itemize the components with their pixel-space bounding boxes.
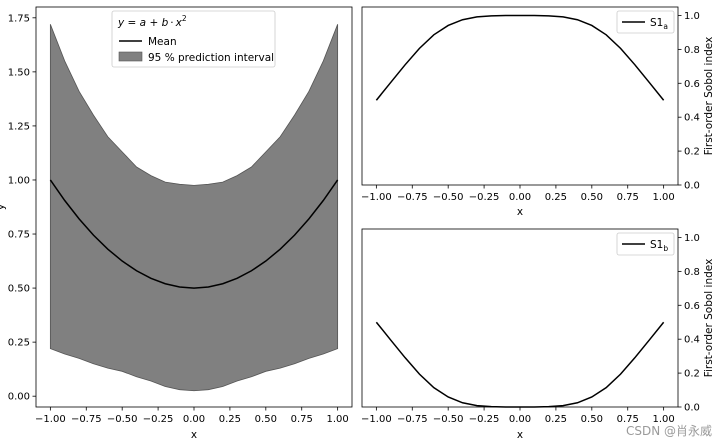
- top-right-y-tick-label: 0.8: [684, 45, 700, 56]
- bottom-right-x-tick-label: 0.50: [581, 414, 603, 425]
- left-y-axis-label: y: [0, 204, 7, 210]
- left-chart: −1.00 −0.75 −0.50 −0.25 0.00 0.25 0.50 0.75 1.00…: [0, 6, 353, 441]
- left-x-tick-label: 0.75: [291, 414, 313, 425]
- top-right-x-tick-label: −0.50: [433, 192, 464, 203]
- left-x-tick-label: 1.00: [327, 414, 349, 425]
- top-right-y-tick-label: 0.0: [684, 181, 700, 192]
- bottom-right-x-tick-label: 0.25: [545, 414, 567, 425]
- left-y-tick-label: 0.00: [8, 392, 30, 403]
- bottom-right-chart: −1.00 −0.75 −0.50 −0.25 0.00 0.25 0.50 0.75 1.00…: [361, 228, 715, 441]
- top-right-y-ticks: 0.0 0.2 0.4 0.6 0.8 1.0: [678, 11, 700, 192]
- top-right-chart: −1.00 −0.75 −0.50 −0.25 0.00 0.25 0.50 0.75 1.00…: [361, 6, 715, 218]
- bottom-right-legend: S1b: [616, 232, 675, 256]
- left-legend-title-exp: 2: [182, 14, 187, 23]
- top-right-legend-label: S1a: [650, 17, 668, 31]
- left-prediction-band: [49, 24, 339, 392]
- bottom-right-y-tick-label: 1.0: [684, 233, 700, 244]
- top-right-plot-area: [375, 14, 665, 101]
- left-series-line-0: [49, 179, 339, 289]
- top-right-series-line-0: [375, 14, 665, 101]
- left-legend-title-lhs: y = a + b: [117, 17, 169, 29]
- left-legend-interval-swatch: [118, 51, 143, 62]
- top-right-x-tick-label: 1.00: [653, 192, 675, 203]
- left-y-tick-label: 1.00: [8, 175, 30, 186]
- bottom-right-x-tick-label: 1.00: [653, 414, 675, 425]
- watermark: CSDN @肖永威: [626, 424, 712, 438]
- bottom-right-y-tick-label: 0.8: [684, 267, 700, 278]
- top-right-y-tick-label: 1.0: [684, 11, 700, 22]
- bottom-right-x-axis-label: x: [517, 429, 523, 441]
- bottom-right-legend-box: [616, 232, 675, 256]
- top-right-x-tick-label: −0.75: [397, 192, 428, 203]
- left-y-tick-label: 1.25: [8, 121, 30, 132]
- top-right-y-tick-label: 0.4: [684, 113, 700, 124]
- bottom-right-x-tick-label: 0.00: [509, 414, 531, 425]
- left-x-axis-label: x: [191, 429, 197, 441]
- bottom-right-legend-base: S1: [650, 239, 663, 251]
- bottom-right-legend-sub: b: [663, 244, 668, 253]
- left-legend-mean-label: Mean: [148, 36, 177, 48]
- left-y-tick-label: 1.75: [8, 13, 30, 24]
- top-right-legend: S1a: [616, 10, 675, 34]
- bottom-right-y-tick-label: 0.2: [684, 369, 700, 380]
- left-y-ticks: 0.00 0.25 0.50 0.75 1.00 1.25 1.50 1.75: [8, 13, 36, 403]
- bottom-right-x-tick-label: −0.25: [469, 414, 500, 425]
- left-x-tick-label: −0.50: [107, 414, 138, 425]
- left-legend: y = a + b · x2 Mean 95 % prediction interv…: [111, 10, 276, 68]
- bottom-right-y-axis-label: First-order Sobol index: [703, 259, 715, 378]
- left-legend-title: y = a + b · x2: [117, 14, 187, 29]
- left-x-tick-label: −0.25: [143, 414, 174, 425]
- left-legend-box: [111, 10, 276, 68]
- top-right-x-tick-label: 0.00: [509, 192, 531, 203]
- bottom-right-x-ticks: −1.00 −0.75 −0.50 −0.25 0.00 0.25 0.50 0.75 1.00: [361, 407, 675, 425]
- top-right-x-tick-label: −1.00: [361, 192, 392, 203]
- left-x-ticks: −1.00 −0.75 −0.50 −0.25 0.00 0.25 0.50 0.75 1.00: [35, 407, 349, 425]
- top-right-legend-base: S1: [650, 17, 663, 29]
- left-legend-interval-label: 95 % prediction interval: [148, 52, 274, 64]
- left-plot-area: [49, 24, 339, 392]
- left-x-tick-label: −1.00: [35, 414, 66, 425]
- left-legend-title-op: ·: [170, 17, 173, 29]
- bottom-right-x-tick-label: −0.50: [433, 414, 464, 425]
- left-y-tick-label: 0.75: [8, 230, 30, 241]
- left-legend-title-var: x: [175, 17, 183, 29]
- top-right-x-tick-label: 0.75: [617, 192, 639, 203]
- top-right-x-ticks: −1.00 −0.75 −0.50 −0.25 0.00 0.25 0.50 0.75 1.00: [361, 185, 675, 203]
- left-x-tick-label: 0.00: [183, 414, 205, 425]
- left-x-tick-label: 0.50: [255, 414, 277, 425]
- top-right-y-tick-label: 0.6: [684, 79, 700, 90]
- bottom-right-x-tick-label: −0.75: [397, 414, 428, 425]
- top-right-legend-box: [616, 10, 675, 34]
- left-y-tick-label: 0.50: [8, 284, 30, 295]
- top-right-x-tick-label: 0.25: [545, 192, 567, 203]
- bottom-right-y-tick-label: 0.6: [684, 301, 700, 312]
- left-x-tick-label: −0.75: [71, 414, 102, 425]
- top-right-x-tick-label: 0.50: [581, 192, 603, 203]
- left-x-tick-label: 0.25: [219, 414, 241, 425]
- left-y-tick-label: 1.50: [8, 67, 30, 78]
- top-right-y-axis-label: First-order Sobol index: [703, 37, 715, 156]
- left-y-tick-label: 0.25: [8, 338, 30, 349]
- bottom-right-x-tick-label: 0.75: [617, 414, 639, 425]
- bottom-right-x-tick-label: −1.00: [361, 414, 392, 425]
- bottom-right-y-ticks: 0.0 0.2 0.4 0.6 0.8 1.0: [678, 233, 700, 414]
- bottom-right-y-tick-label: 0.0: [684, 403, 700, 414]
- top-right-y-tick-label: 0.2: [684, 147, 700, 158]
- top-right-x-tick-label: −0.25: [469, 192, 500, 203]
- bottom-right-y-tick-label: 0.4: [684, 335, 700, 346]
- bottom-right-legend-label: S1b: [650, 239, 668, 253]
- top-right-legend-sub: a: [663, 22, 668, 31]
- top-right-x-axis-label: x: [517, 206, 523, 218]
